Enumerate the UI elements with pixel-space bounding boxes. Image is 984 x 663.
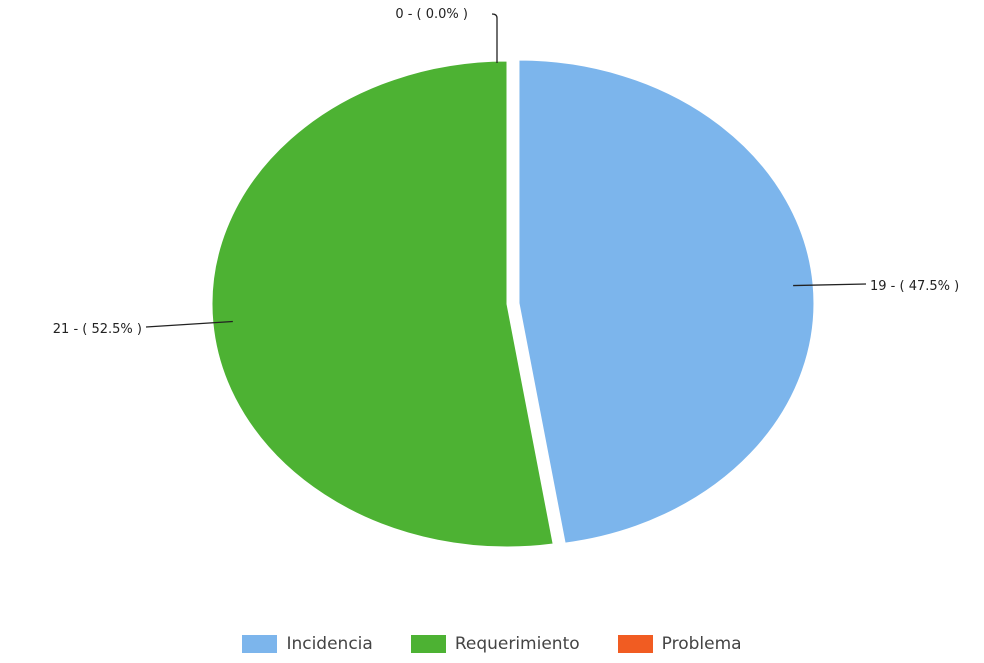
data-labels: 19 - ( 47.5% ) 21 - ( 52.5% ) 0 - ( 0.0% )	[53, 7, 959, 337]
data-label-problema: 0 - ( 0.0% )	[395, 7, 468, 22]
legend: Incidencia Requerimiento Problema	[0, 634, 984, 654]
pie-slices	[211, 59, 815, 548]
leader-lines	[145, 13, 867, 328]
legend-swatch-incidencia	[242, 635, 278, 653]
legend-item-requerimiento[interactable]: Requerimiento	[410, 634, 580, 654]
leader-line-incidencia	[793, 283, 867, 287]
legend-swatch-problema	[617, 635, 653, 653]
pie-slice-incidencia[interactable]	[518, 59, 815, 544]
legend-label-incidencia: Incidencia	[286, 634, 373, 654]
data-label-incidencia: 19 - ( 47.5% )	[870, 279, 959, 294]
pie-slice-requerimiento[interactable]	[211, 60, 554, 548]
data-label-requerimiento: 21 - ( 52.5% )	[53, 322, 142, 337]
legend-item-problema[interactable]: Problema	[617, 634, 742, 654]
pie-chart: 19 - ( 47.5% ) 21 - ( 52.5% ) 0 - ( 0.0% )	[53, 7, 959, 548]
leader-line-problema	[491, 13, 498, 63]
legend-label-problema: Problema	[661, 634, 742, 654]
legend-swatch-requerimiento	[410, 635, 446, 653]
leader-line-requerimiento	[145, 320, 233, 328]
legend-label-requerimiento: Requerimiento	[454, 634, 580, 654]
legend-item-incidencia[interactable]: Incidencia	[242, 634, 373, 654]
